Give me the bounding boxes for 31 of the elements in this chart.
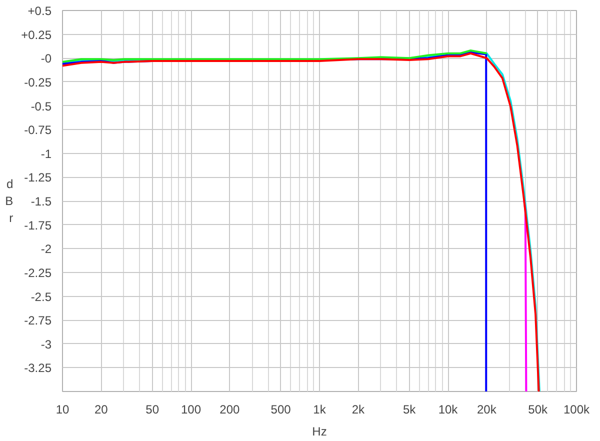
- y-tick-label: -2.75: [24, 314, 52, 328]
- x-tick-label: 10k: [438, 402, 459, 416]
- y-tick-label: -0.75: [24, 123, 52, 138]
- x-tick-label: 100: [180, 402, 202, 416]
- y-tick-label: -2: [40, 242, 52, 256]
- x-tick-label: 200: [220, 402, 240, 416]
- x-tick-label: 20k: [477, 402, 498, 416]
- y-tick-label: -1.5: [30, 194, 52, 208]
- y-tick-label: -0.5: [30, 99, 52, 114]
- y-tick-label: -1.25: [24, 170, 52, 185]
- x-tick-label: 50k: [528, 402, 548, 416]
- y-tick-label: +0.5: [28, 4, 52, 18]
- x-tick-label: 500: [270, 402, 292, 416]
- y-tick-label: -3.25: [24, 361, 52, 376]
- x-tick-label: 1k: [313, 402, 327, 416]
- y-axis-title: dBr: [5, 177, 14, 225]
- y-tick-label: -3: [40, 337, 52, 352]
- y-tick-label: -2.25: [24, 266, 52, 280]
- y-tick-label: -0: [40, 52, 52, 66]
- y-tick-label: -1: [40, 146, 52, 161]
- x-tick-label: 10: [56, 402, 70, 416]
- x-tick-label: 20: [94, 402, 108, 416]
- x-tick-label: 50: [146, 402, 160, 416]
- y-tick-label: -2.5: [30, 290, 52, 304]
- y-tick-label: -1.75: [24, 218, 52, 232]
- y-tick-label: +0.25: [21, 28, 52, 42]
- x-tick-label: 2k: [352, 402, 366, 416]
- x-axis-title: Hz: [312, 424, 327, 438]
- x-tick-label: 5k: [402, 402, 417, 416]
- x-tick-label: 100k: [563, 402, 591, 416]
- y-tick-label: -0.25: [24, 75, 52, 90]
